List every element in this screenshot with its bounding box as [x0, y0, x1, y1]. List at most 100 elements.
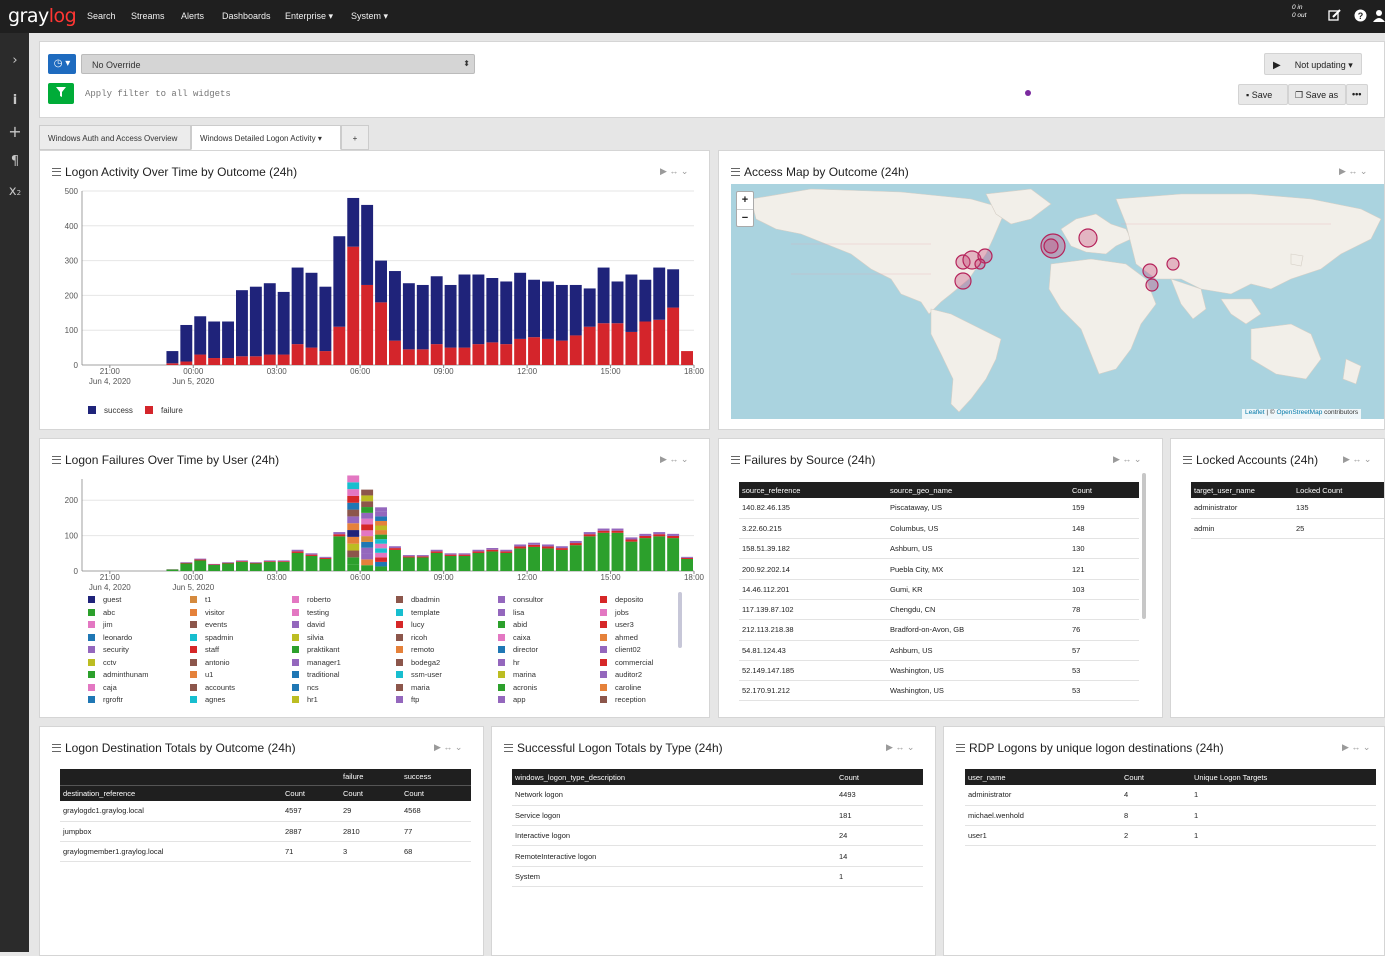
bar-segment[interactable] [528, 543, 540, 545]
bar-segment[interactable] [417, 285, 429, 349]
bar-segment[interactable] [459, 556, 471, 571]
bar-segment[interactable] [264, 355, 276, 365]
bar-segment[interactable] [333, 327, 345, 365]
legend-item[interactable]: abid [498, 620, 527, 629]
table-cell[interactable]: 117.139.87.102 [739, 599, 887, 619]
legend-item[interactable]: caixa [498, 633, 531, 642]
widget-controls[interactable]: ▶ ↔ ⌄ [1113, 454, 1141, 465]
bar-segment[interactable] [542, 548, 554, 571]
bar-segment[interactable] [306, 348, 318, 365]
legend-item[interactable]: u1 [190, 670, 213, 679]
table-cell[interactable]: 71 [282, 842, 340, 862]
bar-segment[interactable] [528, 280, 540, 337]
edit-icon[interactable] [1328, 8, 1342, 27]
world-map[interactable] [731, 184, 1385, 419]
table-cell[interactable]: 200.92.202.14 [739, 559, 887, 579]
bar-segment[interactable] [653, 536, 665, 571]
bar-segment[interactable] [264, 561, 276, 562]
bar-segment[interactable] [472, 553, 484, 571]
table-cell[interactable]: 212.113.218.38 [739, 620, 887, 640]
table-cell[interactable]: Columbus, US [887, 518, 1069, 538]
chevron-right-icon[interactable]: › [7, 53, 23, 68]
tab-auth-access-overview[interactable]: Windows Auth and Access Overview [39, 125, 191, 150]
drag-handle-icon[interactable] [731, 456, 740, 464]
bar-segment[interactable] [361, 285, 373, 365]
legend-item[interactable]: remoto [396, 645, 434, 654]
legend-item[interactable]: app [498, 695, 526, 704]
bar-segment[interactable] [278, 562, 290, 571]
bar-segment[interactable] [333, 534, 345, 536]
table-cell[interactable]: 4 [1121, 785, 1191, 805]
bar-segment[interactable] [361, 524, 373, 530]
bar-segment[interactable] [361, 554, 373, 560]
bar-segment[interactable] [667, 534, 679, 536]
bar-segment[interactable] [459, 348, 471, 365]
table-cell[interactable]: 14 [836, 846, 923, 866]
legend-label[interactable]: failure [161, 406, 183, 415]
bar-segment[interactable] [375, 507, 387, 512]
table-cell[interactable]: admin [1191, 518, 1293, 538]
legend-item[interactable]: client02 [600, 645, 641, 654]
bar-segment[interactable] [361, 536, 373, 542]
bar-segment[interactable] [431, 276, 443, 344]
drag-handle-icon[interactable] [52, 168, 61, 176]
bar-segment[interactable] [459, 553, 471, 554]
column-header[interactable]: Unique Logon Targets [1191, 769, 1376, 785]
table-cell[interactable]: 2 [1121, 826, 1191, 846]
bar-segment[interactable] [431, 553, 443, 571]
bar-segment[interactable] [653, 268, 665, 320]
nav-enterprise[interactable]: Enterprise ▾ [285, 11, 333, 22]
bar-segment[interactable] [514, 544, 526, 546]
table-cell[interactable]: RemoteInteractive logon [512, 846, 836, 866]
bar-segment[interactable] [236, 290, 248, 356]
bar-segment[interactable] [236, 356, 248, 365]
table-cell[interactable]: 158.51.39.182 [739, 539, 887, 559]
widget-controls[interactable]: ▶ ↔ ⌄ [1342, 742, 1370, 753]
bar-segment[interactable] [528, 547, 540, 571]
legend-item[interactable]: traditional [292, 670, 340, 679]
table-cell[interactable]: 1 [1191, 826, 1376, 846]
filter-input[interactable] [85, 87, 985, 101]
bar-segment[interactable] [542, 281, 554, 338]
table-cell[interactable]: 1 [836, 866, 923, 886]
legend-item[interactable]: bodega2 [396, 658, 440, 667]
drag-handle-icon[interactable] [52, 744, 61, 752]
bar-segment[interactable] [375, 535, 387, 540]
bar-segment[interactable] [208, 322, 220, 359]
timerange-type-button[interactable]: ◷ ▾ [48, 54, 76, 74]
bar-segment[interactable] [431, 551, 443, 553]
bar-segment[interactable] [375, 261, 387, 303]
bar-segment[interactable] [292, 553, 304, 571]
table-cell[interactable]: 68 [401, 842, 471, 862]
refresh-button[interactable]: ▶Not updating ▾ [1264, 53, 1362, 75]
bar-segment[interactable] [667, 538, 679, 571]
bar-segment[interactable] [472, 550, 484, 552]
legend-item[interactable]: roberto [292, 595, 331, 604]
legend-item[interactable]: acronis [498, 683, 537, 692]
bar-segment[interactable] [375, 521, 387, 526]
legend-item[interactable]: manager1 [292, 658, 341, 667]
bar-segment[interactable] [528, 337, 540, 365]
bar-segment[interactable] [222, 563, 234, 564]
table-cell[interactable]: 78 [1069, 599, 1139, 619]
bar-segment[interactable] [625, 332, 637, 365]
bar-segment[interactable] [319, 558, 331, 559]
column-header[interactable]: Count [401, 785, 471, 801]
legend-item[interactable]: security [88, 645, 129, 654]
bar-segment[interactable] [278, 561, 290, 562]
bar-segment[interactable] [347, 516, 359, 523]
zoom-out-button[interactable]: − [737, 210, 753, 227]
bar-segment[interactable] [417, 349, 429, 365]
bar-segment[interactable] [292, 550, 304, 552]
legend-item[interactable]: caja [88, 683, 117, 692]
bar-segment[interactable] [542, 339, 554, 365]
bar-segment[interactable] [166, 569, 178, 571]
bar-segment[interactable] [514, 273, 526, 339]
table-cell[interactable]: 1 [1191, 785, 1376, 805]
table-cell[interactable]: administrator [1191, 498, 1293, 518]
legend-item[interactable]: ahmed [600, 633, 638, 642]
legend-item[interactable]: lisa [498, 608, 524, 617]
nav-dashboards[interactable]: Dashboards [222, 11, 271, 21]
table-cell[interactable]: Washington, US [887, 681, 1069, 701]
